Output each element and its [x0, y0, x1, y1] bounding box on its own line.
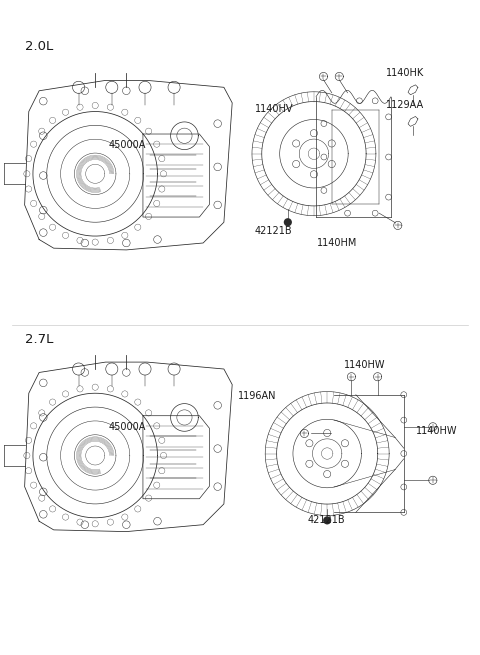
- Text: 1196AN: 1196AN: [238, 391, 276, 401]
- Text: 1140HV: 1140HV: [255, 105, 293, 115]
- Text: 2.0L: 2.0L: [24, 41, 53, 53]
- Text: 1129AA: 1129AA: [386, 100, 424, 109]
- Text: 2.7L: 2.7L: [24, 333, 53, 346]
- Text: 45000A: 45000A: [108, 422, 146, 432]
- Text: 45000A: 45000A: [108, 140, 146, 150]
- Circle shape: [323, 516, 331, 525]
- Text: 1140HW: 1140HW: [416, 426, 457, 436]
- Text: 1140HM: 1140HM: [317, 238, 358, 248]
- Text: 42121B: 42121B: [255, 226, 292, 236]
- Text: 42121B: 42121B: [307, 515, 345, 525]
- Text: 1140HW: 1140HW: [344, 360, 385, 369]
- Text: 1140HK: 1140HK: [386, 68, 424, 78]
- Circle shape: [284, 218, 292, 227]
